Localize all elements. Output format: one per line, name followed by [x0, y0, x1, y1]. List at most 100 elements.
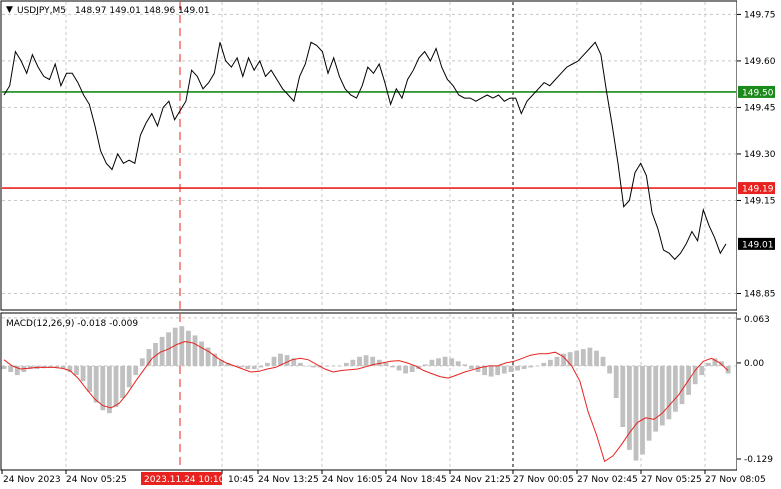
x-tick-label: 10:45	[228, 475, 254, 485]
macd-histogram-bar	[620, 365, 626, 427]
price-panel	[0, 0, 738, 311]
macd-histogram-bar	[469, 365, 474, 369]
macd-histogram-bar	[271, 356, 277, 366]
level-badge-label: 149.01	[742, 240, 774, 250]
macd-histogram-bar	[311, 365, 316, 368]
macd-histogram-bar	[548, 359, 553, 366]
macd-histogram-bar	[646, 365, 652, 441]
y-axis-gutter	[737, 0, 781, 472]
macd-histogram-bar	[613, 365, 619, 398]
macd-histogram-bar	[679, 365, 685, 405]
x-tick-label: 24 Nov 05:25	[66, 475, 127, 485]
macd-histogram-bar	[501, 365, 507, 374]
macd-histogram-bar	[330, 365, 336, 367]
macd-histogram-bar	[67, 365, 73, 372]
macd-histogram-bar	[659, 365, 665, 426]
macd-histogram-bar	[607, 365, 612, 374]
level-badge-label: 149.50	[742, 88, 774, 98]
macd-histogram-bar	[475, 365, 481, 372]
macd-histogram-bar	[258, 365, 264, 368]
macd-histogram-bar	[357, 356, 362, 366]
macd-histogram-bar	[488, 365, 494, 377]
macd-histogram-bar	[186, 330, 191, 366]
macd-histogram-bar	[422, 364, 428, 366]
macd-histogram-bar	[508, 365, 514, 372]
macd-histogram-bar	[212, 353, 218, 366]
macd-histogram-bar	[515, 365, 520, 371]
x-tick-label: 24 Nov 16:05	[322, 475, 383, 485]
x-tick-label: 27 Nov 05:25	[641, 475, 702, 485]
macd-histogram-bar	[706, 362, 711, 366]
macd-histogram-bar	[146, 349, 152, 366]
x-tick-label: 27 Nov 02:45	[577, 475, 638, 485]
level-badge-label: 149.19	[742, 185, 774, 195]
y-tick-label: 148.85	[744, 289, 776, 299]
macd-histogram-bar	[113, 365, 119, 408]
macd-histogram-bar	[462, 364, 468, 366]
macd-histogram-bar	[600, 356, 606, 366]
macd-histogram-bar	[107, 365, 112, 414]
macd-histogram-bar	[528, 365, 533, 368]
y-tick-label: 149.75	[744, 10, 776, 20]
macd-histogram-bar	[567, 352, 573, 366]
macd-histogram-bar	[482, 365, 487, 376]
macd-histogram-bar	[153, 343, 158, 366]
macd-histogram-bar	[409, 365, 415, 372]
macd-histogram-bar	[627, 365, 632, 450]
macd-histogram-bar	[93, 365, 99, 403]
macd-histogram-bar	[1, 365, 7, 369]
macd-histogram-bar	[28, 365, 33, 369]
macd-histogram-bar	[673, 365, 678, 412]
macd-histogram-bar	[442, 356, 448, 366]
y-tick-label: 149.15	[744, 196, 776, 206]
macd-histogram-bar	[245, 365, 250, 369]
x-tick-label: 24 Nov 18:45	[386, 475, 447, 485]
macd-histogram-bar	[192, 335, 198, 366]
x-tick-label: 27 Nov 08:05	[705, 475, 766, 485]
macd-histogram-bar	[712, 358, 718, 366]
macd-histogram-bar	[54, 365, 60, 368]
macd-histogram-bar	[383, 362, 389, 366]
x-axis: 24 Nov 2023 24 Nov 05:25 10:45 24 Nov 13:25…	[1, 470, 766, 485]
x-tick-label: 24 Nov 13:25	[258, 475, 319, 485]
macd-histogram-bar	[580, 349, 586, 366]
x-tick-label: 24 Nov 2023	[3, 475, 61, 485]
y-tick-label: 149.30	[744, 150, 776, 160]
level-badge	[738, 85, 775, 98]
macd-histogram-bar	[370, 356, 376, 366]
macd-y-tick-label: 0.00	[744, 359, 764, 369]
macd-histogram-bar	[205, 347, 211, 366]
macd-histogram-bar	[199, 341, 204, 366]
highlight-time-label: 2023.11.24 10:10	[144, 475, 225, 485]
symbol-label: USDJPY,M5	[17, 6, 66, 16]
macd-histogram-bar	[725, 365, 731, 374]
macd-histogram-bar	[225, 362, 231, 366]
macd-y-tick-label: 0.063	[744, 315, 770, 325]
macd-histogram-bar	[699, 365, 705, 376]
macd-histogram-bar	[304, 365, 310, 367]
chart-menu-icon[interactable]: ▼	[6, 5, 13, 15]
macd-histogram-bar	[133, 365, 139, 376]
macd-histogram-bar	[495, 365, 501, 376]
macd-histogram-bar	[120, 365, 125, 398]
x-tick-label: 24 Nov 21:25	[450, 475, 511, 485]
macd-histogram-bar	[297, 362, 303, 366]
price-series	[3, 41, 727, 261]
x-tick-label: 27 Nov 00:05	[513, 475, 574, 485]
macd-histogram-bar	[251, 365, 257, 369]
macd-histogram-bar	[455, 361, 461, 366]
macd-histogram-bar	[350, 359, 356, 366]
macd-histogram-bar	[376, 359, 382, 366]
highlight-time-badge	[141, 472, 222, 485]
macd-histogram-bar	[521, 365, 527, 369]
y-tick-label: 149.45	[744, 103, 776, 113]
macd-histogram-bar	[449, 358, 455, 366]
macd-histogram-bar	[541, 362, 547, 366]
macd-histogram-bar	[278, 353, 283, 366]
quote-label: 148.97 149.01 148.96 149.01	[75, 6, 210, 16]
macd-histogram-bar	[238, 365, 244, 368]
macd-histogram-bar	[47, 365, 53, 368]
macd-y-tick-label: -0.129	[744, 455, 773, 465]
macd-histogram-bar	[429, 359, 435, 366]
macd-histogram-bar	[265, 362, 270, 366]
